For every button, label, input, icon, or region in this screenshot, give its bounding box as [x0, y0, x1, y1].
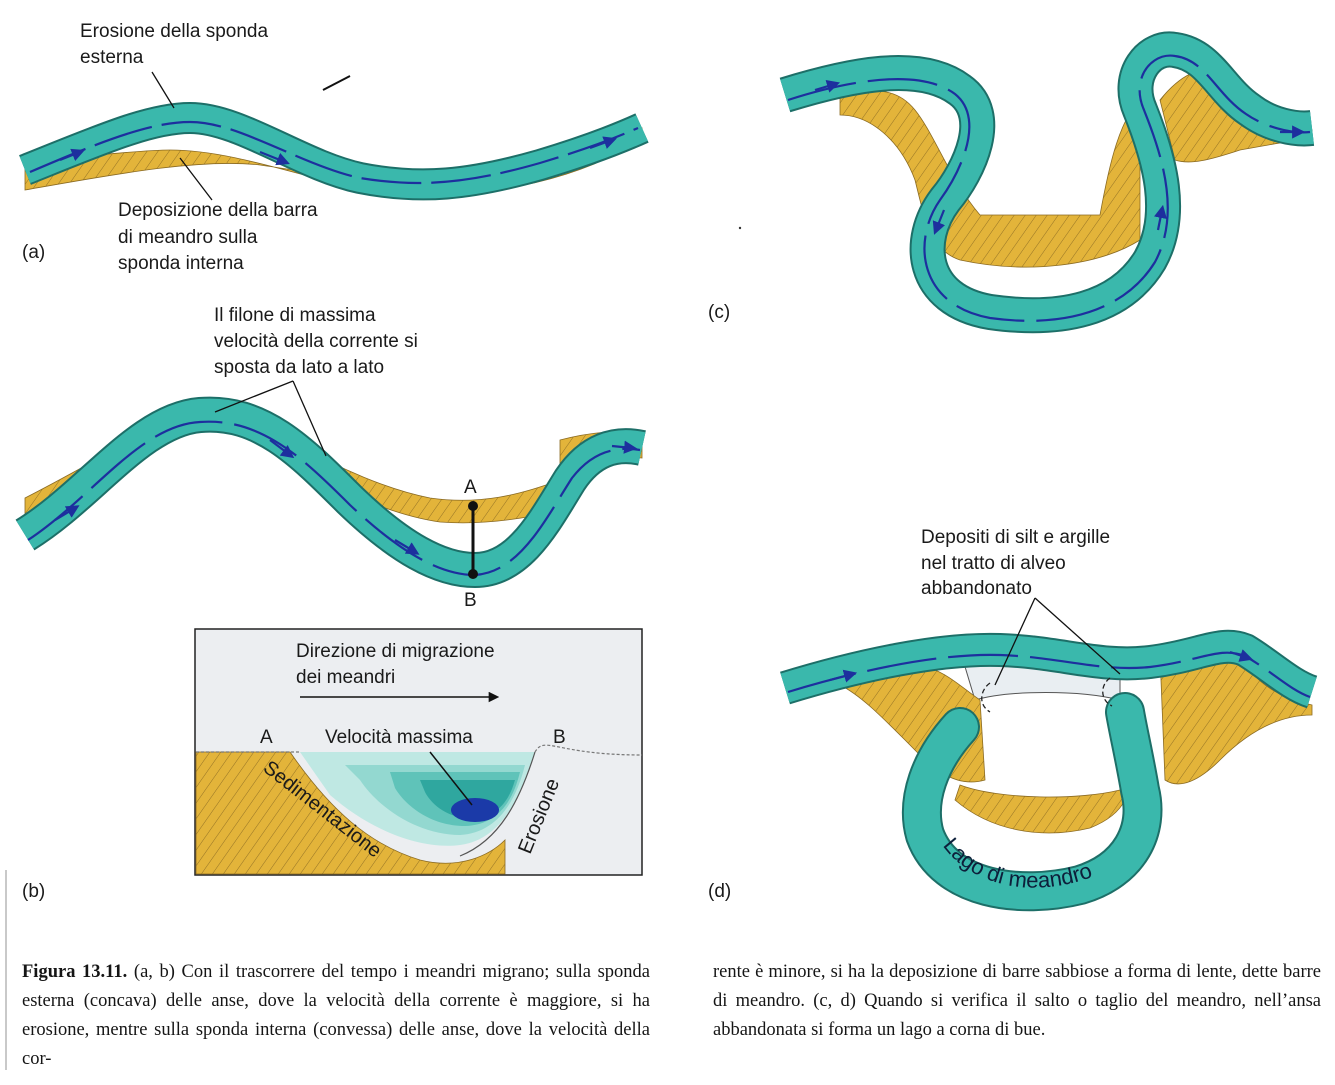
panel-label-d: (d): [708, 881, 731, 902]
deposition-leader-a: [179, 157, 213, 201]
max-velocity-core: [451, 798, 499, 822]
panel-a: Erosione della sponda esterna Deposizion…: [19, 21, 649, 274]
velocity-leader-2: [292, 380, 327, 457]
deposits-label-line1: Depositi di silt e argille: [921, 527, 1110, 548]
direction-label-line2: dei meandri: [296, 667, 395, 688]
erosion-leader-a: [151, 71, 175, 109]
sediment-bank: [195, 751, 506, 875]
panel-label-a: (a): [22, 242, 45, 263]
direction-label-line1: Direzione di migrazione: [296, 641, 495, 662]
deposits-leader-1: [994, 597, 1036, 686]
lake-inner-deposit: [954, 784, 1126, 834]
stray-mark: [322, 75, 351, 91]
figure-label: Figura 13.11.: [22, 962, 128, 982]
flow-line-c: [787, 54, 1311, 322]
point-b-label: B: [464, 590, 477, 611]
deposition-label-line1: Deposizione della barra: [118, 200, 318, 221]
point-a-marker: [468, 501, 478, 511]
caption-right-text: rente è minore, si ha la deposizione di …: [713, 962, 1321, 1040]
panel-label-b: (b): [22, 881, 45, 902]
point-a-label: A: [464, 477, 477, 498]
cutoff-dash-left: [981, 682, 991, 713]
velocity-label-line1: Il filone di massima: [214, 305, 376, 326]
left-margin-rule: [5, 870, 7, 1070]
deposits-label-line3: abbandonato: [921, 578, 1032, 599]
deposits-leader-2: [1034, 597, 1121, 675]
cross-section-inset: Direzione di migrazione dei meandri A B …: [194, 628, 643, 876]
erosion-label-line1: Erosione della sponda: [80, 21, 268, 42]
panel-d: Depositi di silt e argille nel tratto di…: [708, 527, 1319, 912]
caption-right: rente è minore, si ha la deposizione di …: [713, 958, 1321, 1045]
deposition-label-line3: sponda interna: [118, 253, 244, 274]
velocity-label-line2: velocità della corrente si: [214, 331, 418, 352]
inset-point-a: A: [260, 727, 273, 748]
caption-left: Figura 13.11. (a, b) Con il trascorrere …: [22, 958, 650, 1074]
panel-label-c: (c): [708, 302, 730, 323]
cutoff-dash-right: [1102, 677, 1113, 707]
inset-point-b: B: [553, 727, 566, 748]
max-velocity-label: Velocità massima: [325, 727, 473, 748]
stray-dot: [738, 226, 742, 230]
point-b-marker: [468, 569, 478, 579]
deposition-label-line2: di meandro sulla: [118, 227, 258, 248]
deposits-label-line2: nel tratto di alveo: [921, 553, 1066, 574]
erosion-bank: [459, 751, 536, 857]
velocity-label-line3: sposta da lato a lato: [214, 357, 384, 378]
max-velocity-leader: [429, 751, 473, 806]
flow-line-a: [29, 120, 639, 185]
panel-b: A B Il filone di massima velocità della …: [15, 305, 646, 902]
panel-c: (c): [708, 31, 1315, 334]
oxbow-lake: [904, 694, 1161, 910]
river-channel-c: [780, 33, 1314, 332]
flow-line-b: [27, 420, 641, 577]
velocity-leader-1: [214, 380, 294, 413]
erosion-label-line2: esterna: [80, 47, 144, 68]
caption-left-text: (a, b) Con il trascorrere del tempo i me…: [22, 962, 651, 1069]
